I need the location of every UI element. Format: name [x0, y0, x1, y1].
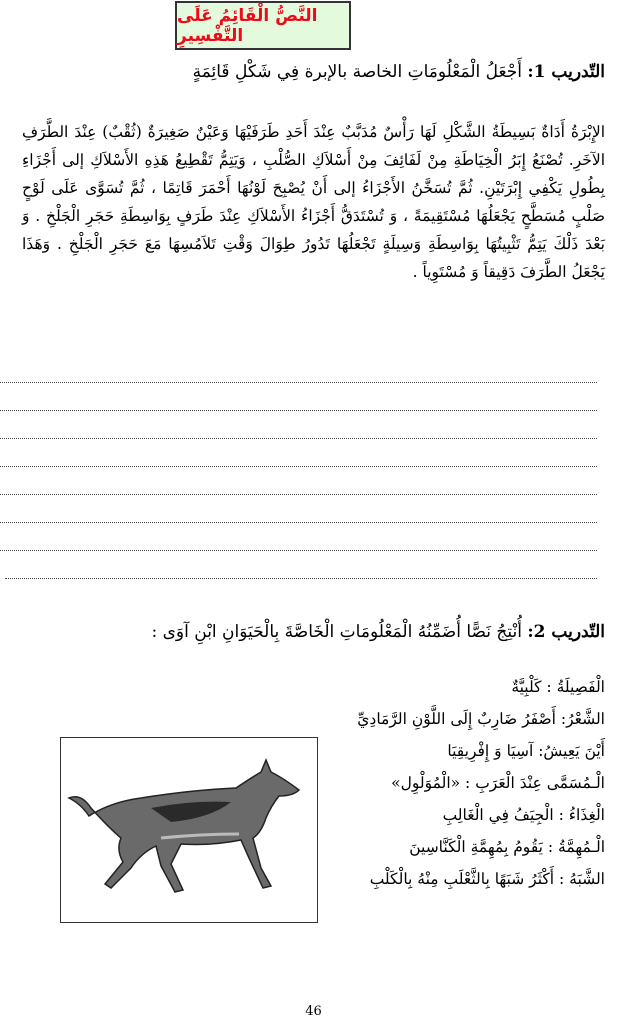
fact-habitat: أَيْنَ يَعِيشُ: آسِيَا وَ إِفْرِيقِيَا [447, 742, 605, 760]
exercise1-heading: التّدريب 1: أَجْعَلُ الْمَعْلُومَاتِ الخ… [193, 62, 605, 82]
exercise1-label: التّدريب 1: [527, 62, 605, 82]
answer-line[interactable] [0, 522, 597, 523]
exercise1-text: الإِبْرَةُ أَدَاةٌ بَسِيطَةُ الشَّكْلِ ل… [22, 123, 605, 281]
jackal-image [60, 737, 318, 923]
fact-role: الْـمُهِمَّةُ : يَقُومُ بِمُهِمَّةِ الْك… [409, 838, 605, 856]
title-box: النَّصُّ الْقَائِمُ عَلَى التَّفْسِيرِ [175, 1, 351, 50]
exercise2-label: التّدريب 2: [527, 622, 605, 642]
answer-line[interactable] [0, 466, 597, 467]
fact-family: الْفَصِيلَةُ : كَلْبِيَّةٌ [511, 678, 605, 696]
fact-resemblance: الشَّبَهُ : أَكْثَرُ شَبَهًا بِالثَّعْلَ… [369, 870, 605, 888]
exercise2-instruction: أُنْتِجُ نَصًّا أُضَمِّنُهُ الْمَعْلُومَ… [151, 622, 522, 642]
answer-line[interactable] [0, 382, 597, 383]
jackal-icon [67, 758, 301, 893]
fact-food: الْغِذَاءُ : الْجِيَفُ فِي الْغَالِبِ [442, 806, 605, 824]
exercise1-instruction: أَجْعَلُ الْمَعْلُومَاتِ الخاصة بالإبرة … [192, 62, 522, 82]
page-number: 46 [305, 1004, 322, 1019]
answer-line[interactable] [0, 550, 597, 551]
answer-line[interactable] [0, 410, 597, 411]
answer-line[interactable] [0, 438, 597, 439]
fact-fur: الشَّعْرُ: أَصْفَرُ ضَارِبٌ إِلَى اللَّو… [357, 710, 605, 728]
answer-line[interactable] [5, 578, 597, 579]
page-title: النَّصُّ الْقَائِمُ عَلَى التَّفْسِيرِ [177, 5, 318, 46]
answer-line[interactable] [0, 494, 597, 495]
fact-arabic-name: الْـمُسَمَّى عِنْدَ الْعَرَبِ : «الْمُوَ… [391, 774, 605, 792]
exercise2-heading: التّدريب 2: أُنْتِجُ نَصًّا أُضَمِّنُهُ … [151, 622, 605, 642]
